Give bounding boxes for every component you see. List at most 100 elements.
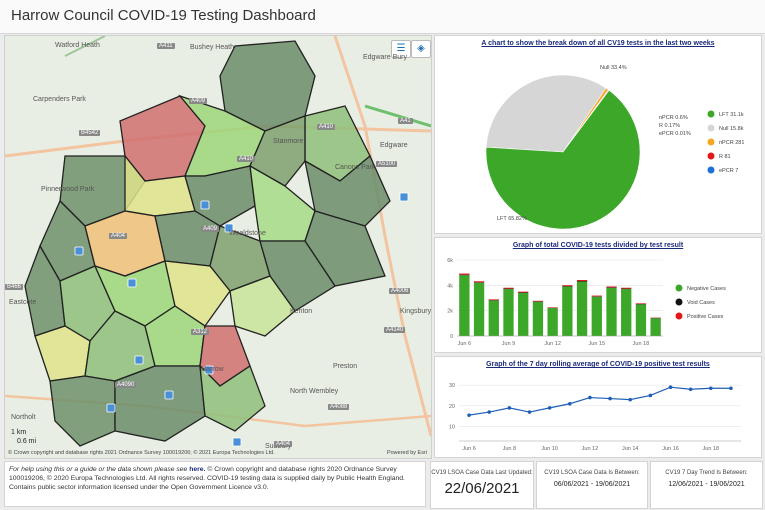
line-point — [507, 406, 512, 410]
legend-swatch — [675, 298, 683, 306]
last-updated-label: CV19 LSOA Case Data Last Updated: — [431, 470, 533, 476]
pie-slice-label: ePCR 0.01% — [659, 131, 691, 137]
line-xtick: Jun 14 — [622, 446, 639, 452]
line-ytick: 20 — [449, 404, 455, 410]
bar-positive — [473, 281, 485, 283]
bar-void — [606, 287, 617, 288]
map-credit: © Crown copyright and database rights 20… — [8, 450, 275, 456]
bar-positive — [621, 287, 632, 289]
map-road-label: A404 — [109, 233, 128, 239]
map-place-label: Edgware — [380, 142, 408, 149]
map-road-label: A409 — [189, 98, 208, 104]
bar-positive — [576, 280, 588, 282]
last-updated-value: 22/06/2021 — [444, 480, 520, 497]
line-point — [567, 401, 572, 406]
bar-void — [562, 286, 573, 287]
map-road-label: B466 — [5, 284, 24, 290]
bar-negative — [459, 275, 470, 336]
list-icon[interactable]: ☰ — [391, 40, 411, 58]
line-point — [467, 413, 471, 417]
map-road-label: A4090 — [115, 382, 137, 388]
bar-ytick: 6k — [447, 258, 453, 264]
bar-xtick: Jun 6 — [458, 341, 471, 347]
map-place-label: Harrow — [201, 366, 224, 373]
layers-icon[interactable]: ◈ — [411, 40, 431, 58]
map-road-label: A4088 — [328, 404, 350, 410]
bar-ytick: 2k — [447, 309, 453, 315]
line-chart-panel: Graph of the 7 day rolling average of CO… — [434, 356, 762, 458]
help-link[interactable]: here. — [189, 466, 206, 473]
legend-swatch — [707, 110, 715, 118]
line-point — [527, 410, 532, 414]
map-road-label: A410 — [317, 124, 336, 130]
map-place-label: Canons Park — [335, 164, 376, 171]
pie-chart-title: A chart to show the break down of all CV… — [481, 40, 715, 47]
scale-km: 1 km — [11, 429, 27, 436]
bar-positive — [562, 285, 573, 287]
legend-swatch — [707, 124, 715, 132]
line-xtick: Jun 12 — [582, 446, 599, 452]
trend-between-card: CV19 7 Day Trend Is Between: 12/06/2021 … — [650, 461, 763, 509]
line-point — [708, 386, 713, 391]
bar-xtick: Jun 18 — [633, 341, 650, 347]
map-road-label: A410 — [237, 156, 256, 162]
map-road-label: A41 — [398, 118, 413, 124]
line-xtick: Jun 16 — [662, 446, 679, 452]
bar-positive — [547, 307, 558, 308]
bar-xtick: Jun 15 — [589, 341, 606, 347]
bar-xtick: Jun 9 — [502, 341, 515, 347]
bar-ytick: 0 — [450, 334, 453, 340]
copyright-text: © Crown copyright and database rights 20… — [9, 466, 405, 491]
pie-legend-label: R 81 — [719, 154, 731, 160]
pie-slice-lft — [485, 89, 641, 230]
bar-xtick: Jun 12 — [544, 341, 561, 347]
bar-negative — [576, 281, 588, 336]
bar-chart[interactable]: 0 2k 4k 6k Jun 6 Jun 9 Jun 12 Jun 15 Jun 18 Negat… — [435, 238, 761, 352]
map-view[interactable]: ☰ ◈ Watford Heath Bushey Heath Edgware Bur… — [4, 35, 432, 459]
trend-between-value: 12/06/2021 - 19/06/2021 — [668, 481, 745, 488]
map-road-label: B4542 — [79, 130, 101, 136]
line-point — [588, 395, 592, 400]
bar-ytick: 4k — [447, 283, 453, 289]
bar-negative — [562, 286, 573, 336]
last-updated-card: CV19 LSOA Case Data Last Updated: 22/06/… — [430, 461, 534, 509]
bar-legend-label: Negative Cases — [687, 286, 726, 292]
bar-void — [503, 288, 514, 290]
line-ytick: 10 — [449, 425, 455, 431]
line-chart[interactable]: 10 20 30 Jun 6 Jun 8 Jun 10 Jun 12 Jun 14 Jun 16… — [435, 357, 761, 457]
pie-legend-label: LFT 31.1k — [719, 112, 744, 118]
pie-slice-null — [485, 74, 607, 153]
map-place-label: Carpenders Park — [33, 96, 86, 103]
line-chart-title: Graph of the 7 day rolling average of CO… — [486, 361, 710, 368]
bar-chart-title: Graph of total COVID-19 tests divided by… — [512, 242, 684, 249]
bar-negative — [488, 300, 499, 336]
bar-positive — [488, 299, 499, 301]
map-place-label: Bushey Heath — [190, 44, 234, 51]
bar-positive — [606, 286, 617, 288]
bar-void — [459, 274, 470, 276]
esri-credit[interactable]: Powered by Esri — [386, 450, 427, 456]
pie-legend-label: nPCR 281 — [719, 140, 744, 146]
line-point — [547, 406, 552, 410]
data-between-card: CV19 LSOA Case Data Is Between: 06/06/20… — [536, 461, 648, 509]
map-canvas[interactable] — [5, 36, 431, 458]
pie-chart-panel: A chart to show the break down of all CV… — [434, 35, 762, 234]
line-xtick: Jun 10 — [541, 446, 558, 452]
map-place-label: Pinnerwood Park — [41, 186, 95, 193]
bar-positive — [591, 295, 602, 297]
line-ytick: 30 — [449, 383, 455, 389]
bar-negative — [591, 296, 602, 336]
bar-negative — [547, 308, 558, 336]
line-point — [487, 410, 492, 414]
bar-legend-label: Positive Cases — [687, 314, 724, 320]
map-place-label: North Wembley — [290, 388, 339, 395]
map-road-label: A4006 — [389, 288, 411, 294]
map-place-label: Watford Heath — [55, 42, 100, 49]
pie-slice-label: LFT 65.82% — [497, 216, 527, 222]
help-prefix: For help using this or a guide or the da… — [9, 466, 188, 473]
footer-info: For help using this or a guide or the da… — [4, 461, 426, 507]
pie-chart[interactable]: Null 33.4% nPCR 0.6% R 0.17% ePCR 0.01% LFT … — [435, 36, 761, 233]
legend-swatch — [707, 152, 715, 160]
bar-void — [473, 282, 485, 283]
bar-void — [621, 288, 632, 290]
